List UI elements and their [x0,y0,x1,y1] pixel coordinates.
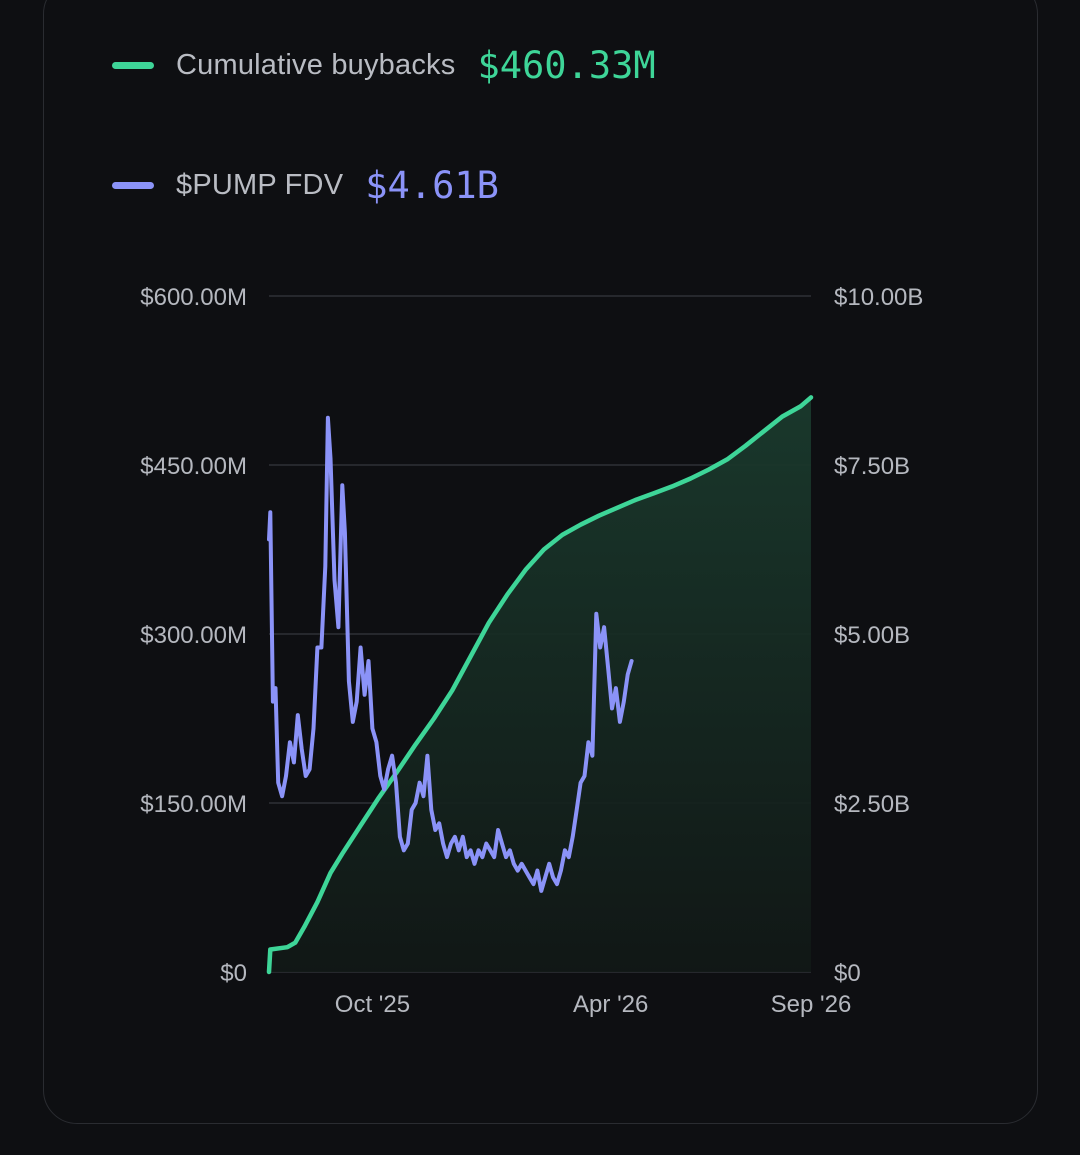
y-right-tick-label: $7.50B [834,453,910,480]
legend-label-fdv: $PUMP FDV [176,169,344,201]
legend-value-fdv: $4.61B [365,164,499,207]
y-axis-right-ticks: $0 $2.50B $5.00B $7.50B $10.00B [834,284,923,987]
fdv-swatch [112,182,154,189]
x-tick-label: Oct '25 [335,991,410,1018]
legend-value-buybacks: $460.33M [477,44,656,87]
legend-label-buybacks: Cumulative buybacks [176,49,456,81]
y-axis-left-ticks: $0 $150.00M $300.00M $450.00M $600.00M [140,284,247,987]
buybacks-area [269,397,811,972]
y-left-tick-label: $0 [220,960,247,987]
legend-item-buybacks[interactable]: Cumulative buybacks $460.33M [112,44,656,87]
x-tick-label: Sep '26 [771,991,852,1018]
x-axis-ticks: Oct '25 Apr '26 Sep '26 [335,991,852,1018]
fdv-line [267,415,634,893]
buybacks-swatch [112,62,154,69]
y-left-tick-label: $150.00M [140,791,247,818]
y-right-tick-label: $0 [834,960,861,987]
y-left-tick-label: $300.00M [140,622,247,649]
buybacks-area-fill [269,397,811,972]
y-right-tick-label: $5.00B [834,622,910,649]
legend-item-fdv[interactable]: $PUMP FDV $4.61B [112,164,499,207]
series-lines [266,395,814,975]
y-right-tick-label: $10.00B [834,284,923,311]
y-right-tick-label: $2.50B [834,791,910,818]
y-left-tick-label: $450.00M [140,453,247,480]
y-left-tick-label: $600.00M [140,284,247,311]
buybacks-line [266,395,814,975]
x-tick-label: Apr '26 [573,991,648,1018]
